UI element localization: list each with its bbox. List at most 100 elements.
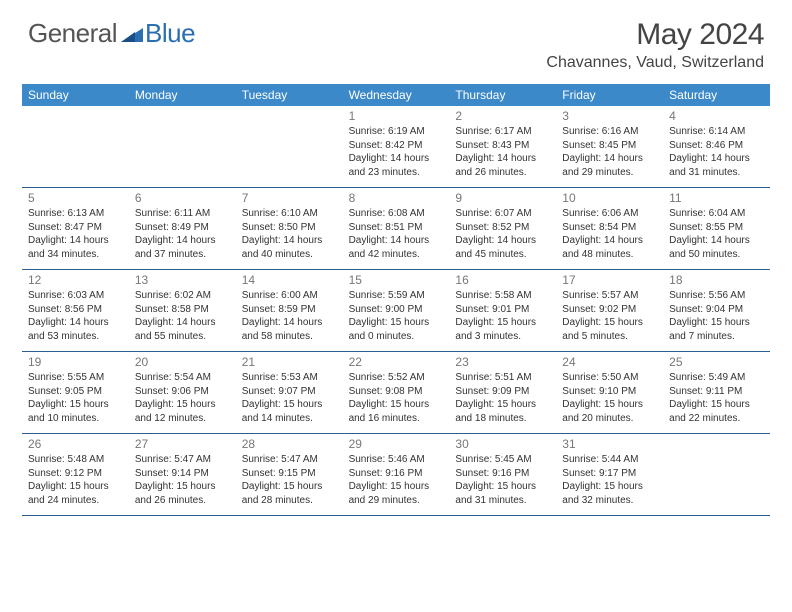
day-number: 5 xyxy=(28,191,123,205)
day-info-line: Sunrise: 5:57 AM xyxy=(562,289,657,303)
dow-cell: Saturday xyxy=(663,84,770,106)
day-info-line: Sunrise: 6:04 AM xyxy=(669,207,764,221)
day-info-line: Sunrise: 6:08 AM xyxy=(349,207,444,221)
day-cell: 16Sunrise: 5:58 AMSunset: 9:01 PMDayligh… xyxy=(449,270,556,351)
day-info-line: Daylight: 14 hours xyxy=(242,316,337,330)
day-cell: 12Sunrise: 6:03 AMSunset: 8:56 PMDayligh… xyxy=(22,270,129,351)
dow-cell: Sunday xyxy=(22,84,129,106)
dow-cell: Monday xyxy=(129,84,236,106)
day-cell: 17Sunrise: 5:57 AMSunset: 9:02 PMDayligh… xyxy=(556,270,663,351)
day-info-line: Daylight: 14 hours xyxy=(455,152,550,166)
day-info-line: Sunset: 8:56 PM xyxy=(28,303,123,317)
day-info-line: Daylight: 14 hours xyxy=(455,234,550,248)
day-info-line: Daylight: 15 hours xyxy=(455,480,550,494)
week-row: 19Sunrise: 5:55 AMSunset: 9:05 PMDayligh… xyxy=(22,352,770,434)
day-number: 16 xyxy=(455,273,550,287)
dow-cell: Tuesday xyxy=(236,84,343,106)
day-number: 22 xyxy=(349,355,444,369)
day-info-line: Sunrise: 6:07 AM xyxy=(455,207,550,221)
day-info-line: Daylight: 15 hours xyxy=(242,398,337,412)
day-info-line: Sunrise: 5:52 AM xyxy=(349,371,444,385)
day-info-line: Sunset: 9:16 PM xyxy=(455,467,550,481)
day-cell: 4Sunrise: 6:14 AMSunset: 8:46 PMDaylight… xyxy=(663,106,770,187)
day-info-line: Daylight: 15 hours xyxy=(669,316,764,330)
day-info-line: Daylight: 14 hours xyxy=(135,234,230,248)
day-info-line: Sunrise: 5:44 AM xyxy=(562,453,657,467)
day-number: 21 xyxy=(242,355,337,369)
day-number: 7 xyxy=(242,191,337,205)
day-number: 23 xyxy=(455,355,550,369)
day-info-line: Sunset: 9:09 PM xyxy=(455,385,550,399)
day-cell: 1Sunrise: 6:19 AMSunset: 8:42 PMDaylight… xyxy=(343,106,450,187)
day-cell: 30Sunrise: 5:45 AMSunset: 9:16 PMDayligh… xyxy=(449,434,556,515)
day-info-line: and 26 minutes. xyxy=(135,494,230,508)
day-number: 27 xyxy=(135,437,230,451)
day-cell: 23Sunrise: 5:51 AMSunset: 9:09 PMDayligh… xyxy=(449,352,556,433)
day-number: 2 xyxy=(455,109,550,123)
day-info-line: and 53 minutes. xyxy=(28,330,123,344)
day-info-line: Daylight: 15 hours xyxy=(349,480,444,494)
day-info-line: Sunrise: 6:00 AM xyxy=(242,289,337,303)
day-cell xyxy=(663,434,770,515)
day-info-line: Sunset: 8:59 PM xyxy=(242,303,337,317)
day-number: 1 xyxy=(349,109,444,123)
day-info-line: Sunrise: 6:17 AM xyxy=(455,125,550,139)
day-info-line: Sunset: 9:16 PM xyxy=(349,467,444,481)
logo-text-part1: General xyxy=(28,18,117,49)
day-info-line: Daylight: 15 hours xyxy=(562,316,657,330)
day-info-line: Sunrise: 6:14 AM xyxy=(669,125,764,139)
day-cell: 7Sunrise: 6:10 AMSunset: 8:50 PMDaylight… xyxy=(236,188,343,269)
day-info-line: Sunset: 8:51 PM xyxy=(349,221,444,235)
day-info-line: and 29 minutes. xyxy=(349,494,444,508)
weeks-container: 1 Sunrise: 6:19 AMSunset: 8:42 PM Daylight… xyxy=(22,106,770,516)
day-info-line: Daylight: 15 hours xyxy=(455,316,550,330)
day-cell: 9Sunrise: 6:07 AMSunset: 8:52 PMDaylight… xyxy=(449,188,556,269)
location-subtitle: Chavannes, Vaud, Switzerland xyxy=(546,54,764,72)
day-info-line: and 32 minutes. xyxy=(562,494,657,508)
day-info-line: Sunrise: 6:16 AM xyxy=(562,125,657,139)
day-cell: 11Sunrise: 6:04 AMSunset: 8:55 PMDayligh… xyxy=(663,188,770,269)
day-cell: 28Sunrise: 5:47 AMSunset: 9:15 PMDayligh… xyxy=(236,434,343,515)
day-info-line: Daylight: 14 hours xyxy=(135,316,230,330)
day-cell: 6Sunrise: 6:11 AMSunset: 8:49 PMDaylight… xyxy=(129,188,236,269)
day-info-line: Sunset: 9:06 PM xyxy=(135,385,230,399)
day-info-line: Sunrise: 5:51 AM xyxy=(455,371,550,385)
day-info-line: and 5 minutes. xyxy=(562,330,657,344)
day-info-line: Daylight: 15 hours xyxy=(349,316,444,330)
week-row: 5Sunrise: 6:13 AMSunset: 8:47 PMDaylight… xyxy=(22,188,770,270)
day-info-line: Sunrise: 6:03 AM xyxy=(28,289,123,303)
day-info-line: Sunset: 8:50 PM xyxy=(242,221,337,235)
day-info-line: Sunrise: 6:19 AM xyxy=(349,125,444,139)
day-number: 25 xyxy=(669,355,764,369)
dow-cell: Thursday xyxy=(449,84,556,106)
day-info-line: and 16 minutes. xyxy=(349,412,444,426)
day-info-line: Sunrise: 5:49 AM xyxy=(669,371,764,385)
month-title: May 2024 xyxy=(546,18,764,52)
day-info-line: Sunrise: 5:55 AM xyxy=(28,371,123,385)
day-number: 18 xyxy=(669,273,764,287)
day-info-line: Sunset: 9:08 PM xyxy=(349,385,444,399)
day-info-line: Sunset: 8:58 PM xyxy=(135,303,230,317)
day-cell: 24Sunrise: 5:50 AMSunset: 9:10 PMDayligh… xyxy=(556,352,663,433)
day-number: 8 xyxy=(349,191,444,205)
day-info-line: and 48 minutes. xyxy=(562,248,657,262)
logo: General Blue xyxy=(28,18,195,49)
day-cell: 15Sunrise: 5:59 AMSunset: 9:00 PMDayligh… xyxy=(343,270,450,351)
day-number: 4 xyxy=(669,109,764,123)
day-info-line: and 14 minutes. xyxy=(242,412,337,426)
day-info-line: and 12 minutes. xyxy=(135,412,230,426)
calendar-table: SundayMondayTuesdayWednesdayThursdayFrid… xyxy=(22,84,770,516)
day-number: 12 xyxy=(28,273,123,287)
day-info-line: Daylight: 14 hours xyxy=(562,234,657,248)
day-info-line: and 26 minutes. xyxy=(455,166,550,180)
day-cell: 5Sunrise: 6:13 AMSunset: 8:47 PMDaylight… xyxy=(22,188,129,269)
day-info-line: Sunrise: 5:47 AM xyxy=(135,453,230,467)
day-info-line: Sunset: 8:42 PM xyxy=(349,139,444,153)
day-info-line: and 58 minutes. xyxy=(242,330,337,344)
day-info-line: and 0 minutes. xyxy=(349,330,444,344)
day-info-line: Sunrise: 5:53 AM xyxy=(242,371,337,385)
day-number: 14 xyxy=(242,273,337,287)
day-cell: 13Sunrise: 6:02 AMSunset: 8:58 PMDayligh… xyxy=(129,270,236,351)
day-number: 3 xyxy=(562,109,657,123)
day-info-line: Sunrise: 5:59 AM xyxy=(349,289,444,303)
